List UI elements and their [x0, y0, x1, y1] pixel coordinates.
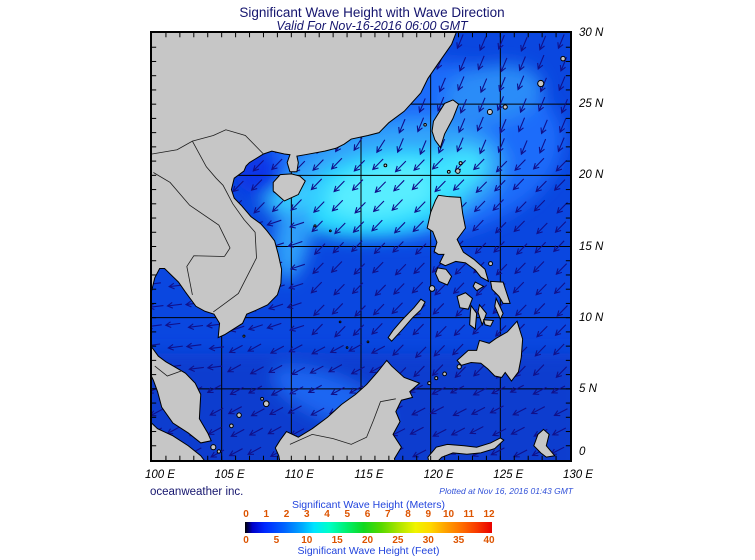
legend-meters-tick: 2: [283, 509, 290, 520]
land-sumatra: [152, 396, 211, 460]
legend-meters-tick: 5: [344, 509, 351, 520]
valid-time-subtitle: Valid For Nov-16-2016 06:00 GMT: [276, 19, 468, 33]
legend-feet-tick: 25: [392, 535, 404, 546]
land-samar: [491, 281, 511, 303]
landmasses: [152, 33, 565, 460]
legend-meters-tick: 12: [483, 509, 495, 520]
legend-meters-tick: 6: [364, 509, 371, 520]
longitude-label: 125 E: [493, 469, 524, 481]
map-frame: [150, 31, 572, 462]
degree-ticks: [152, 33, 570, 460]
latitude-label: 5 N: [579, 382, 597, 395]
legend-feet-tick: 0: [243, 535, 249, 546]
land-panay: [457, 293, 472, 309]
country-borders: [152, 130, 396, 445]
legend-meters-tick: 8: [405, 509, 411, 520]
legend-feet-tick: 20: [361, 535, 374, 546]
legend-meters-tick: 11: [463, 509, 475, 520]
land-taiwan: [432, 100, 458, 148]
legend-feet-tick: 5: [273, 535, 280, 546]
longitude-label: 130 E: [562, 469, 594, 481]
longitude-label: 105 E: [214, 469, 245, 481]
latitude-label: 10 N: [579, 311, 604, 324]
credit-text: oceanweather inc.: [150, 486, 244, 498]
legend-feet-tick: 35: [453, 535, 465, 546]
legend-meters-tick: 9: [425, 509, 432, 520]
land-hainan: [273, 174, 305, 201]
land-mindanao: [457, 321, 522, 381]
legend-meters-tick: 7: [384, 509, 391, 520]
land-negros: [470, 306, 477, 329]
legend-feet-tick: 40: [483, 535, 495, 546]
latitude-label: 0: [579, 446, 586, 458]
legend-meters-tick: 3: [303, 509, 310, 520]
land-sulawesi: [428, 438, 504, 460]
legend-colorbar: [245, 522, 492, 533]
legend-title-feet: Significant Wave Height (Feet): [297, 545, 440, 557]
land-masbate: [473, 282, 483, 291]
latitude-label: 20 N: [579, 169, 604, 182]
land-palawan: [388, 299, 425, 341]
map-layers: [152, 33, 570, 460]
legend-meters-tick: 1: [263, 509, 270, 520]
longitude-label: 110 E: [284, 469, 314, 481]
latitude-label: 30 N: [579, 27, 604, 39]
longitude-label: 120 E: [423, 469, 454, 481]
land-halmahera: [534, 429, 555, 457]
land-cebu: [478, 305, 486, 325]
legend-meters-tick: 10: [442, 509, 455, 520]
land-bohol: [484, 320, 494, 326]
longitude-label: 100 E: [144, 469, 176, 481]
land-mindoro: [436, 268, 452, 285]
legend-meters-tick: 0: [243, 509, 249, 520]
latitude-label: 15 N: [579, 240, 604, 253]
longitude-label: 115 E: [354, 469, 384, 481]
land-luzon: [427, 195, 488, 281]
legend-feet-tick: 30: [422, 535, 434, 546]
legend-feet-tick: 10: [301, 535, 313, 546]
land-leyte: [495, 298, 503, 319]
legend-feet-tick: 15: [331, 535, 343, 546]
plotted-timestamp: Plotted at Nov 16, 2016 01:43 GMT: [439, 486, 573, 496]
legend-title-meters: Significant Wave Height (Meters): [291, 499, 446, 511]
latitude-label: 25 N: [579, 98, 604, 111]
legend-meters-tick: 4: [324, 509, 330, 520]
small-islands: [211, 56, 565, 453]
land-asia-mainland: [152, 33, 459, 443]
wave-map: [152, 33, 570, 460]
page-title: Significant Wave Height with Wave Direct…: [239, 5, 505, 20]
